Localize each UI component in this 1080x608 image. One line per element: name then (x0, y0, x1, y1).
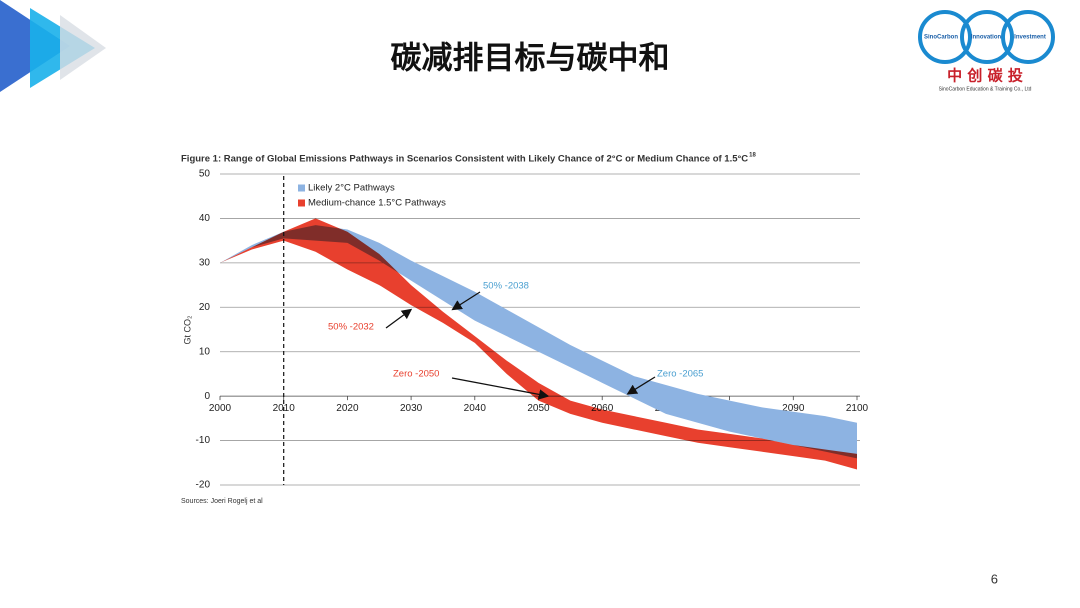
annotation-arrow (451, 291, 481, 311)
annotation: 50% -2038 (483, 281, 529, 292)
chart-title: Figure 1: Range of Global Emissions Path… (181, 154, 748, 165)
y-tick-label: 40 (199, 213, 211, 224)
y-tick-label: 20 (199, 302, 211, 313)
y-tick-label: 30 (199, 257, 211, 268)
logo-word: SinoCarbon (924, 35, 958, 41)
y-tick-label: -10 (196, 435, 211, 446)
logo-word: Investment (1014, 35, 1046, 41)
legend-swatch (298, 199, 305, 207)
logo-name: 中 创 碳 投 (947, 67, 1023, 85)
x-tick-label: 2000 (209, 403, 232, 414)
logo-ring (1001, 10, 1055, 64)
logo-word: Innovation (971, 35, 1002, 41)
slide-title: 碳减排目标与碳中和 (391, 41, 670, 77)
band (220, 218, 857, 470)
logo-ring (918, 10, 972, 64)
chart-title-note: 18 (749, 153, 756, 159)
y-tick-label: 0 (204, 391, 210, 402)
legend-swatch (298, 184, 305, 192)
y-axis-label: Gt CO₂ (182, 315, 192, 345)
x-tick-label: 2050 (527, 403, 550, 414)
y-tick-label: 50 (199, 169, 211, 180)
legend-label: Medium-chance 1.5°C Pathways (308, 198, 446, 209)
x-tick-label: 2100 (846, 403, 869, 414)
logo-company: SinoCarbon Education & Training Co., Ltd (939, 86, 1032, 92)
annotation-arrow (451, 377, 550, 400)
y-tick-label: 10 (199, 346, 211, 357)
band (220, 225, 857, 459)
source: Sources: Joeri Rogelj et al (181, 498, 263, 505)
x-tick-label: 2030 (400, 403, 423, 414)
x-tick-label: 2060 (591, 403, 614, 414)
x-tick-label: 2020 (336, 403, 359, 414)
decor (60, 15, 106, 80)
annotation-arrow (626, 376, 656, 395)
annotation: Zero -2065 (657, 369, 703, 380)
logo: SinoCarbon Innovation Investment 中 创 碳 投… (918, 10, 1055, 92)
annotation-arrow (385, 308, 413, 329)
legend-label: Likely 2°C Pathways (308, 183, 395, 194)
x-tick-label: 2040 (464, 403, 487, 414)
page-number: 6 (991, 571, 998, 586)
y-tick-label: -20 (196, 480, 211, 491)
x-tick-label: 2090 (782, 403, 805, 414)
logo-ring (960, 10, 1014, 64)
annotation: 50% -2032 (328, 322, 374, 333)
annotation: Zero -2050 (393, 369, 439, 380)
